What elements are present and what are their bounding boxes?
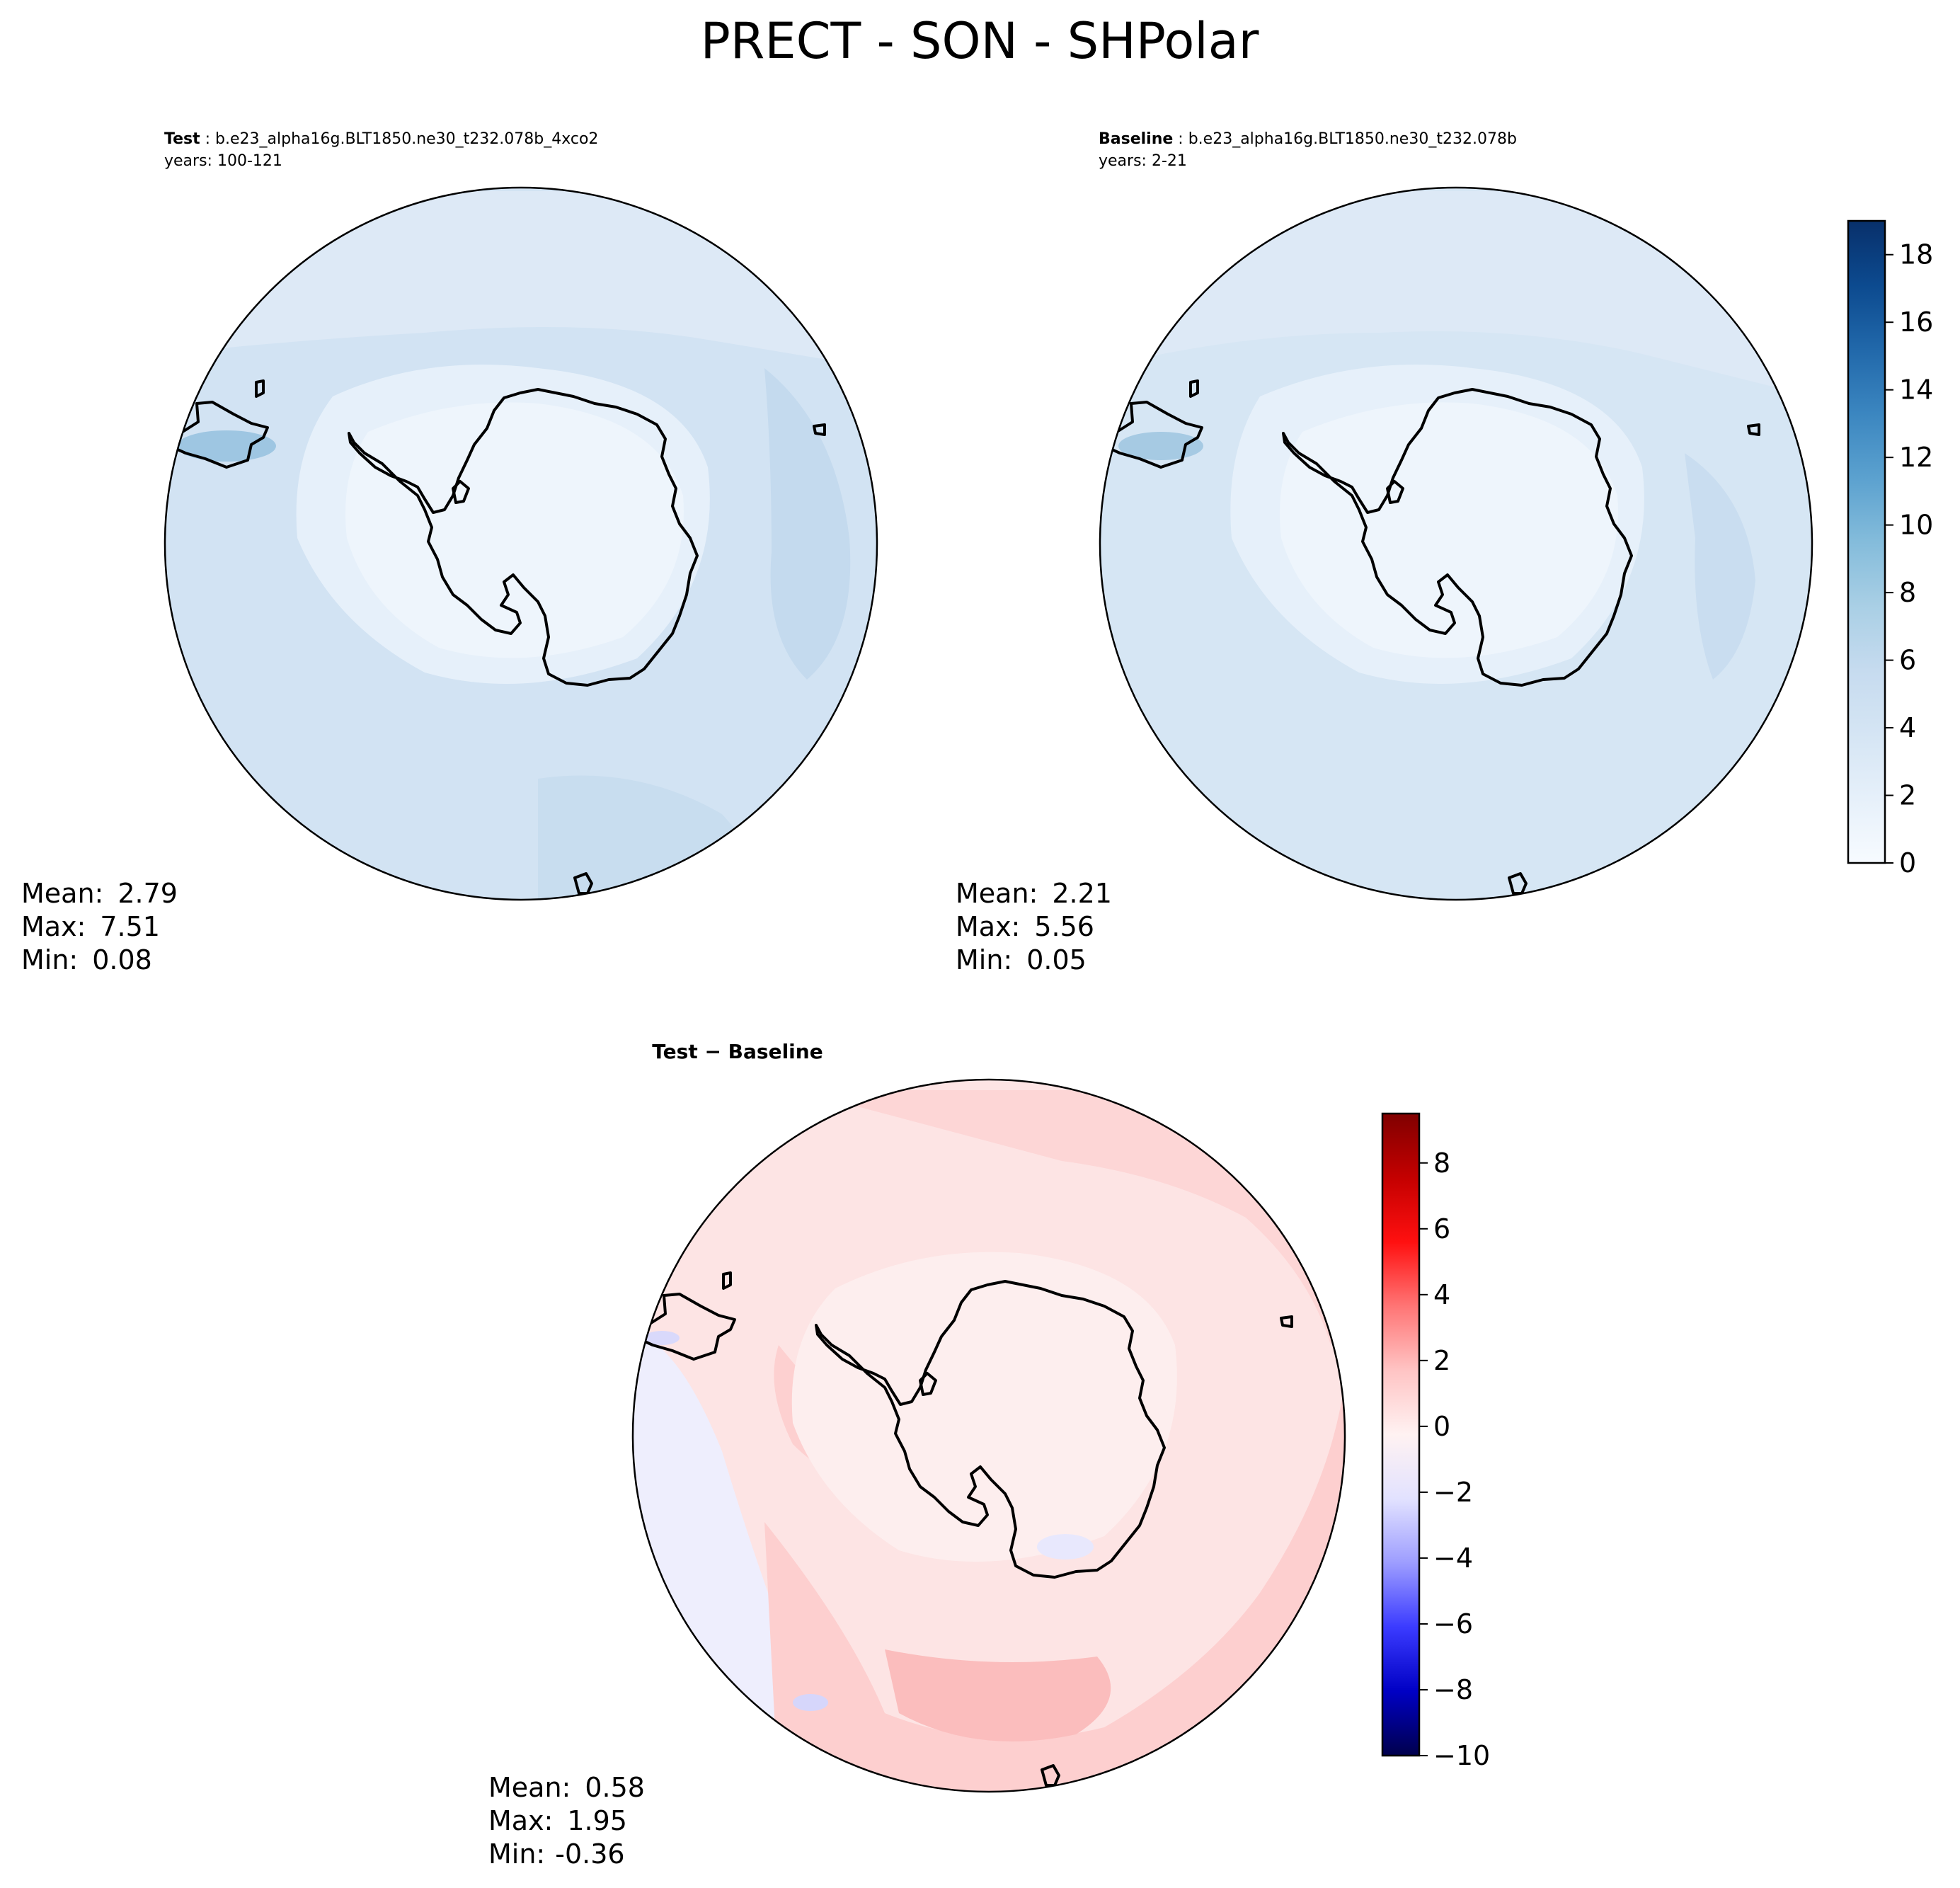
panel-diff: Test − Baseline Mean: 0.58 Max: 1.95 Min: -… xyxy=(488,1040,1346,1870)
map-test-frame xyxy=(164,186,878,901)
colorbar-seq-tick-label: 2 xyxy=(1899,780,1916,811)
colorbar-seq-tick-label: 4 xyxy=(1899,712,1916,743)
panel-test-years: years: 100-121 xyxy=(164,152,282,170)
colorbar-seq-tick-label: 6 xyxy=(1899,645,1916,676)
panel-test-max: Max: 7.51 xyxy=(21,911,160,942)
svg-text:Baseline : b.e23_alpha16g.BLT1: Baseline : b.e23_alpha16g.BLT1850.ne30_t… xyxy=(1099,130,1517,148)
colorbar-seq-tick-label: 12 xyxy=(1899,442,1933,473)
colorbar-div-tick-label: 0 xyxy=(1433,1411,1450,1442)
panel-test-min: Min: 0.08 xyxy=(21,944,152,976)
colorbar-seq-tick-label: 14 xyxy=(1899,374,1933,406)
panel-baseline-years: years: 2-21 xyxy=(1099,152,1187,170)
panel-diff-label: Test − Baseline xyxy=(652,1040,823,1063)
colorbar-sequential-bar xyxy=(1847,219,1886,864)
map-baseline xyxy=(1100,188,1812,900)
colorbar-seq-tick-label: 10 xyxy=(1899,510,1933,541)
colorbar-seq-tick-label: 16 xyxy=(1899,307,1933,338)
panel-diff-min: Min: -0.36 xyxy=(488,1838,625,1870)
map-baseline-frame xyxy=(1099,186,1813,901)
map-diff-frame xyxy=(631,1078,1346,1793)
panel-test: Test : b.e23_alpha16g.BLT1850.ne30_t232.… xyxy=(21,130,878,976)
panel-diff-max: Max: 1.95 xyxy=(488,1805,627,1836)
colorbar-div-tick-label: −10 xyxy=(1433,1740,1490,1771)
panel-test-mean: Mean: 2.79 xyxy=(21,878,178,909)
panel-baseline-max: Max: 5.56 xyxy=(956,911,1094,942)
panel-test-label: Test xyxy=(164,130,200,148)
panel-baseline-case: b.e23_alpha16g.BLT1850.ne30_t232.078b xyxy=(1188,130,1517,148)
panel-baseline-label: Baseline xyxy=(1099,130,1173,148)
colorbar-div-tick-label: −2 xyxy=(1433,1477,1473,1508)
panel-test-case: b.e23_alpha16g.BLT1850.ne30_t232.078b_4x… xyxy=(215,130,598,148)
colorbar-diverging-bar xyxy=(1381,1112,1421,1757)
colorbar-div-tick-label: 4 xyxy=(1433,1279,1450,1310)
panel-diff-mean: Mean: 0.58 xyxy=(488,1772,645,1803)
colorbar-div-tick-label: 6 xyxy=(1433,1213,1450,1245)
colorbar-div-tick-label: 8 xyxy=(1433,1148,1450,1179)
colorbar-seq-tick-label: 18 xyxy=(1899,239,1933,270)
colorbar-div-tick-label: 2 xyxy=(1433,1345,1450,1376)
svg-text:Test : b.e23_alpha16g.BLT1850.: Test : b.e23_alpha16g.BLT1850.ne30_t232.… xyxy=(164,130,598,148)
panel-baseline-mean: Mean: 2.21 xyxy=(956,878,1112,909)
figure-title: PRECT - SON - SHPolar xyxy=(701,12,1259,70)
colorbar-seq-tick-label: 0 xyxy=(1899,847,1916,879)
colorbar-seq-tick-label: 8 xyxy=(1899,577,1916,608)
colorbar-div-tick-label: −8 xyxy=(1433,1674,1473,1705)
panel-baseline: Baseline : b.e23_alpha16g.BLT1850.ne30_t… xyxy=(956,130,1813,976)
colorbar-div-tick-label: −4 xyxy=(1433,1543,1473,1574)
colorbar-sequential: 0 2 4 6 8 10 12 14 16 18 xyxy=(1847,219,1933,879)
colorbar-diverging: −10 −8 −6 −4 −2 0 2 4 6 8 xyxy=(1381,1112,1490,1771)
panel-baseline-min: Min: 0.05 xyxy=(956,944,1087,976)
colorbar-div-tick-label: −6 xyxy=(1433,1608,1473,1640)
